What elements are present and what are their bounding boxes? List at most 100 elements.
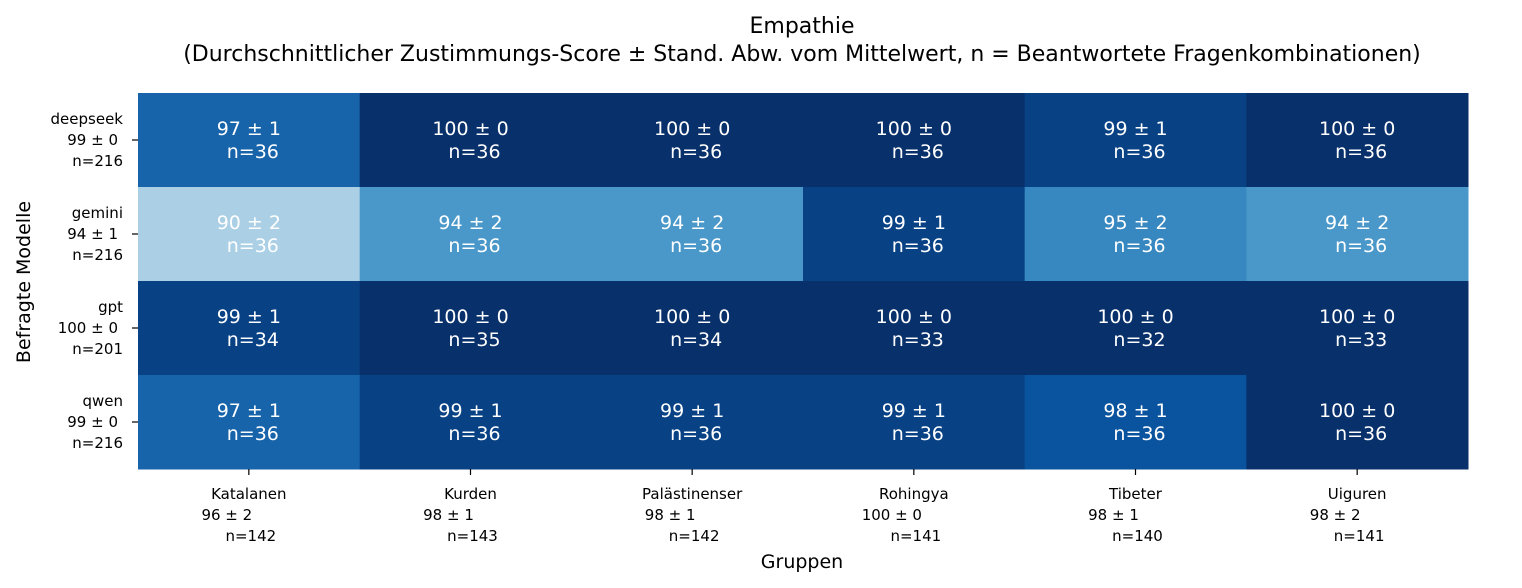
heatmap-cell-deepseek-Uiguren [1246,93,1469,188]
x-tick-label-name: Tibeter [1108,485,1163,503]
cell-n-label: n=36 [227,423,279,445]
y-tick-label-n: n=216 [72,246,123,264]
heatmap-cell-deepseek-Rohingya [803,93,1026,188]
x-tick-label-name: Palästinenser [642,485,743,503]
y-tick-label-name: qwen [82,392,123,410]
cell-score-label: 99 ± 1 [660,400,724,422]
cell-score-label: 98 ± 1 [1103,400,1167,422]
x-tick-label-n: n=141 [1334,527,1385,545]
cell-n-label: n=34 [227,329,279,351]
cell-score-label: 100 ± 0 [432,306,508,328]
cell-score-label: 94 ± 2 [1325,212,1389,234]
y-tick-label-n: n=216 [72,434,123,452]
heatmap-cell-deepseek-Tibeter [1024,93,1247,188]
cell-score-label: 100 ± 0 [654,306,730,328]
cell-score-label: 90 ± 2 [217,212,281,234]
cell-score-label: 100 ± 0 [1097,306,1173,328]
heatmap-cell-qwen-Palästinenser [581,375,804,470]
y-tick-label-n: n=201 [72,340,123,358]
cell-n-label: n=33 [1335,329,1387,351]
x-tick-label-summary: 100 ± 0 [862,506,922,524]
x-axis-label: Gruppen [761,551,843,573]
cell-score-label: 99 ± 1 [438,400,502,422]
heatmap-cell-gpt-Rohingya [803,281,1026,376]
y-axis-ticks: deepseek 99 ± 0 n=216 gemini 94 ± 1 n=216 gpt 1… [51,110,138,452]
x-tick-label-n: n=141 [890,527,941,545]
cell-n-label: n=36 [448,141,500,163]
cell-n-label: n=36 [1335,141,1387,163]
y-tick-label-summary: 99 ± 0 [67,131,118,149]
cell-score-label: 100 ± 0 [876,118,952,140]
cell-n-label: n=33 [892,329,944,351]
cell-score-label: 99 ± 1 [882,212,946,234]
y-axis-label: Befragte Modelle [13,201,35,363]
y-tick-label-name: deepseek [51,110,124,128]
x-tick-label-n: n=143 [447,527,498,545]
heatmap-cell-deepseek-Katalanen [138,93,361,188]
x-axis-ticks: Katalanen 96 ± 2 n=142 Kurden 98 ± 1 n=143 Pal… [201,469,1387,545]
heatmap-cell-qwen-Uiguren [1246,375,1469,470]
cell-n-label: n=36 [892,235,944,257]
cell-score-label: 99 ± 1 [217,306,281,328]
x-tick-label-n: n=140 [1112,527,1163,545]
x-tick-label-name: Uiguren [1328,485,1387,503]
cell-n-label: n=36 [892,141,944,163]
x-tick-label-n: n=142 [669,527,720,545]
cell-n-label: n=32 [1113,329,1165,351]
cell-n-label: n=35 [448,329,500,351]
cell-n-label: n=36 [892,423,944,445]
heatmap-cell-gemini-Palästinenser [581,187,804,282]
heatmap-cell-gemini-Katalanen [138,187,361,282]
x-tick-label-summary: 98 ± 1 [423,506,474,524]
cell-n-label: n=36 [227,141,279,163]
cell-score-label: 97 ± 1 [217,400,281,422]
x-tick-label-summary: 98 ± 2 [1310,506,1361,524]
heatmap-cell-gpt-Kurden [359,281,582,376]
x-tick-label-name: Rohingya [879,485,949,503]
cell-score-label: 99 ± 1 [882,400,946,422]
cell-score-label: 100 ± 0 [1319,400,1395,422]
cell-n-label: n=36 [1335,235,1387,257]
cell-score-label: 100 ± 0 [876,306,952,328]
y-tick-label-summary: 100 ± 0 [58,319,118,337]
cell-n-label: n=36 [227,235,279,257]
cell-n-label: n=36 [1113,235,1165,257]
x-tick-label-summary: 98 ± 1 [1088,506,1139,524]
y-tick-label-name: gemini [72,204,123,222]
heatmap-cell-gemini-Kurden [359,187,582,282]
heatmap-cell-deepseek-Palästinenser [581,93,804,188]
cell-score-label: 95 ± 2 [1103,212,1167,234]
cell-n-label: n=36 [1113,423,1165,445]
cell-score-label: 99 ± 1 [1103,118,1167,140]
cell-score-label: 100 ± 0 [654,118,730,140]
heatmap-cell-gpt-Uiguren [1246,281,1469,376]
heatmap-cell-qwen-Rohingya [803,375,1026,470]
heatmap-cell-qwen-Kurden [359,375,582,470]
cell-n-label: n=36 [670,423,722,445]
heatmap-cell-gemini-Rohingya [803,187,1026,282]
heatmap-cell-deepseek-Kurden [359,93,582,188]
cell-score-label: 100 ± 0 [1319,118,1395,140]
cell-n-label: n=36 [670,141,722,163]
y-tick-label-summary: 94 ± 1 [67,225,118,243]
cell-n-label: n=34 [670,329,722,351]
cell-n-label: n=36 [1335,423,1387,445]
x-tick-label-name: Kurden [444,485,497,503]
cell-score-label: 100 ± 0 [1319,306,1395,328]
cell-score-label: 100 ± 0 [432,118,508,140]
cell-n-label: n=36 [448,423,500,445]
heatmap-cell-qwen-Katalanen [138,375,361,470]
heatmap-cell-gpt-Tibeter [1024,281,1247,376]
heatmap-cell-gemini-Tibeter [1024,187,1247,282]
heatmap-cell-gpt-Katalanen [138,281,361,376]
cell-score-label: 94 ± 2 [438,212,502,234]
heatmap-cell-gpt-Palästinenser [581,281,804,376]
x-tick-label-summary: 96 ± 2 [201,506,252,524]
cell-score-label: 94 ± 2 [660,212,724,234]
y-tick-label-name: gpt [98,298,123,316]
heatmap-cell-qwen-Tibeter [1024,375,1247,470]
cell-score-label: 97 ± 1 [217,118,281,140]
heatmap-cell-gemini-Uiguren [1246,187,1469,282]
